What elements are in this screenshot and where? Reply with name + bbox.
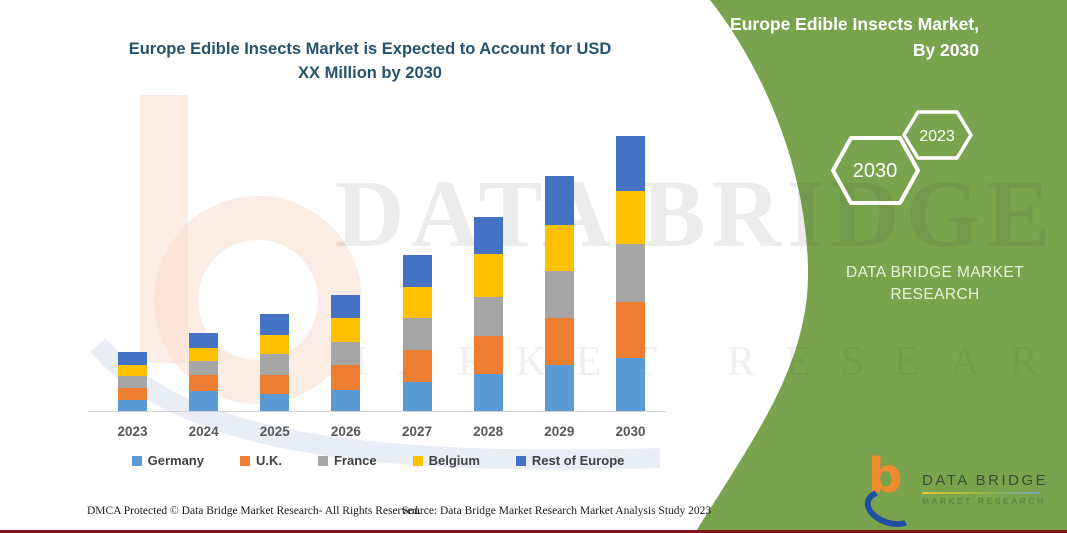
bar-segment-2025-france	[260, 354, 290, 375]
legend-swatch-icon	[239, 455, 250, 466]
footer-source: Source: Data Bridge Market Research Mark…	[402, 505, 712, 517]
bar-segment-2027-u-k-	[402, 350, 432, 382]
x-axis-label-2028: 2028	[473, 424, 504, 439]
data-bridge-logo-icon: b	[859, 448, 923, 533]
logo-b-glyph: b	[868, 448, 903, 504]
legend-swatch-icon	[412, 455, 423, 466]
bar-segment-2029-belgium	[544, 225, 574, 271]
bar-segment-2024-germany	[189, 391, 219, 412]
bar-segment-2029-rest-of-europe	[544, 176, 574, 225]
bar-segment-2029-france	[544, 271, 574, 318]
chart-title: Europe Edible Insects Market is Expected…	[95, 38, 645, 86]
legend-label: U.K.	[255, 453, 282, 468]
bottom-accent-line	[0, 530, 1067, 533]
bar-segment-2023-belgium	[118, 365, 147, 376]
bar-segment-2023-u-k-	[118, 388, 147, 400]
bar-segment-2025-belgium	[260, 335, 290, 354]
bar-segment-2026-germany	[331, 390, 361, 412]
bar-segment-2030-u-k-	[615, 302, 645, 358]
x-axis-label-2027: 2027	[402, 424, 433, 439]
bar-segment-2028-germany	[473, 374, 503, 412]
bar-segment-2027-france	[402, 318, 432, 350]
bar-segment-2024-france	[189, 361, 219, 375]
x-axis-label-2023: 2023	[117, 424, 148, 439]
bar-segment-2028-belgium	[473, 254, 503, 297]
bar-segment-2029-germany	[544, 365, 574, 412]
bar-segment-2023-rest-of-europe	[118, 352, 147, 365]
panel-title-line2: By 2030	[912, 40, 979, 61]
bar-segment-2030-belgium	[615, 191, 645, 244]
bar-segment-2026-rest-of-europe	[331, 295, 361, 318]
bar-segment-2030-rest-of-europe	[615, 136, 645, 191]
legend-label: Germany	[147, 453, 204, 468]
bar-segment-2028-u-k-	[473, 336, 503, 374]
logo-divider	[922, 492, 1040, 494]
bar-segment-2026-france	[331, 342, 361, 365]
legend-label: Rest of Europe	[531, 453, 625, 468]
legend-item-belgium: Belgium	[412, 453, 480, 468]
bar-segment-2028-france	[473, 297, 503, 336]
company-logo: b DATA BRIDGE MARKET RESEARCH	[859, 448, 1048, 533]
hexagon-2030	[831, 136, 920, 205]
bar-segment-2023-germany	[118, 400, 147, 412]
bar-segment-2030-germany	[615, 358, 645, 412]
brand-caps: DATA BRIDGE MARKET RESEARCH	[815, 262, 1055, 307]
x-axis-label-2029: 2029	[544, 424, 575, 439]
legend-label: France	[333, 453, 377, 468]
bar-segment-2024-u-k-	[189, 375, 219, 391]
bar-segment-2026-belgium	[331, 318, 361, 342]
brand-caps-line1: DATA BRIDGE MARKET	[845, 264, 1024, 281]
bar-segment-2023-france	[118, 376, 147, 388]
x-axis-label-2026: 2026	[330, 424, 361, 439]
x-axis-label-2025: 2025	[259, 424, 290, 439]
logo-tagline: MARKET RESEARCH	[922, 496, 1046, 506]
bar-segment-2027-rest-of-europe	[402, 255, 432, 287]
footer-copyright: DMCA Protected © Data Bridge Market Rese…	[87, 505, 421, 517]
hexagon-2023	[902, 110, 973, 160]
legend-swatch-icon	[515, 455, 526, 466]
panel-title-line1: Europe Edible Insects Market,	[730, 14, 979, 34]
panel-title: Europe Edible Insects Market, By 2030	[730, 11, 979, 64]
legend-item-france: France	[317, 453, 377, 468]
chart-legend: Germany U.K. France Belgium Rest of Europe	[92, 453, 664, 468]
bar-segment-2028-rest-of-europe	[473, 217, 503, 254]
x-axis-label-2030: 2030	[615, 424, 646, 439]
bar-segment-2025-germany	[260, 394, 290, 412]
legend-item-u-k-: U.K.	[239, 453, 282, 468]
chart-title-line1: Europe Edible Insects Market is Expected…	[128, 40, 612, 58]
bar-segment-2025-u-k-	[260, 375, 290, 394]
x-axis-label-2024: 2024	[188, 424, 219, 439]
logo-text-block: DATA BRIDGE MARKET RESEARCH	[922, 472, 1048, 506]
year-hexagons: 2030 2023	[831, 110, 973, 205]
legend-swatch-icon	[317, 455, 328, 466]
legend-label: Belgium	[428, 453, 480, 468]
bar-segment-2030-france	[615, 244, 645, 302]
hexagon-2030-label: 2030	[853, 160, 898, 182]
bar-segment-2027-belgium	[402, 287, 432, 318]
legend-swatch-icon	[131, 455, 142, 466]
bar-segment-2027-germany	[402, 382, 432, 412]
bar-segment-2024-rest-of-europe	[189, 333, 219, 348]
chart-title-line2: XX Million by 2030	[298, 63, 442, 82]
green-panel-shape	[695, 0, 1067, 533]
x-axis-line	[88, 411, 666, 412]
brand-caps-line2: RESEARCH	[890, 286, 980, 304]
bar-segment-2026-u-k-	[331, 365, 361, 390]
logo-name: DATA BRIDGE	[922, 472, 1049, 489]
legend-item-germany: Germany	[131, 453, 204, 468]
bar-segment-2029-u-k-	[544, 318, 574, 365]
hexagon-2023-label: 2023	[919, 128, 955, 145]
legend-item-rest-of-europe: Rest of Europe	[515, 453, 625, 468]
bar-segment-2025-rest-of-europe	[260, 314, 290, 335]
bar-segment-2024-belgium	[189, 348, 219, 361]
